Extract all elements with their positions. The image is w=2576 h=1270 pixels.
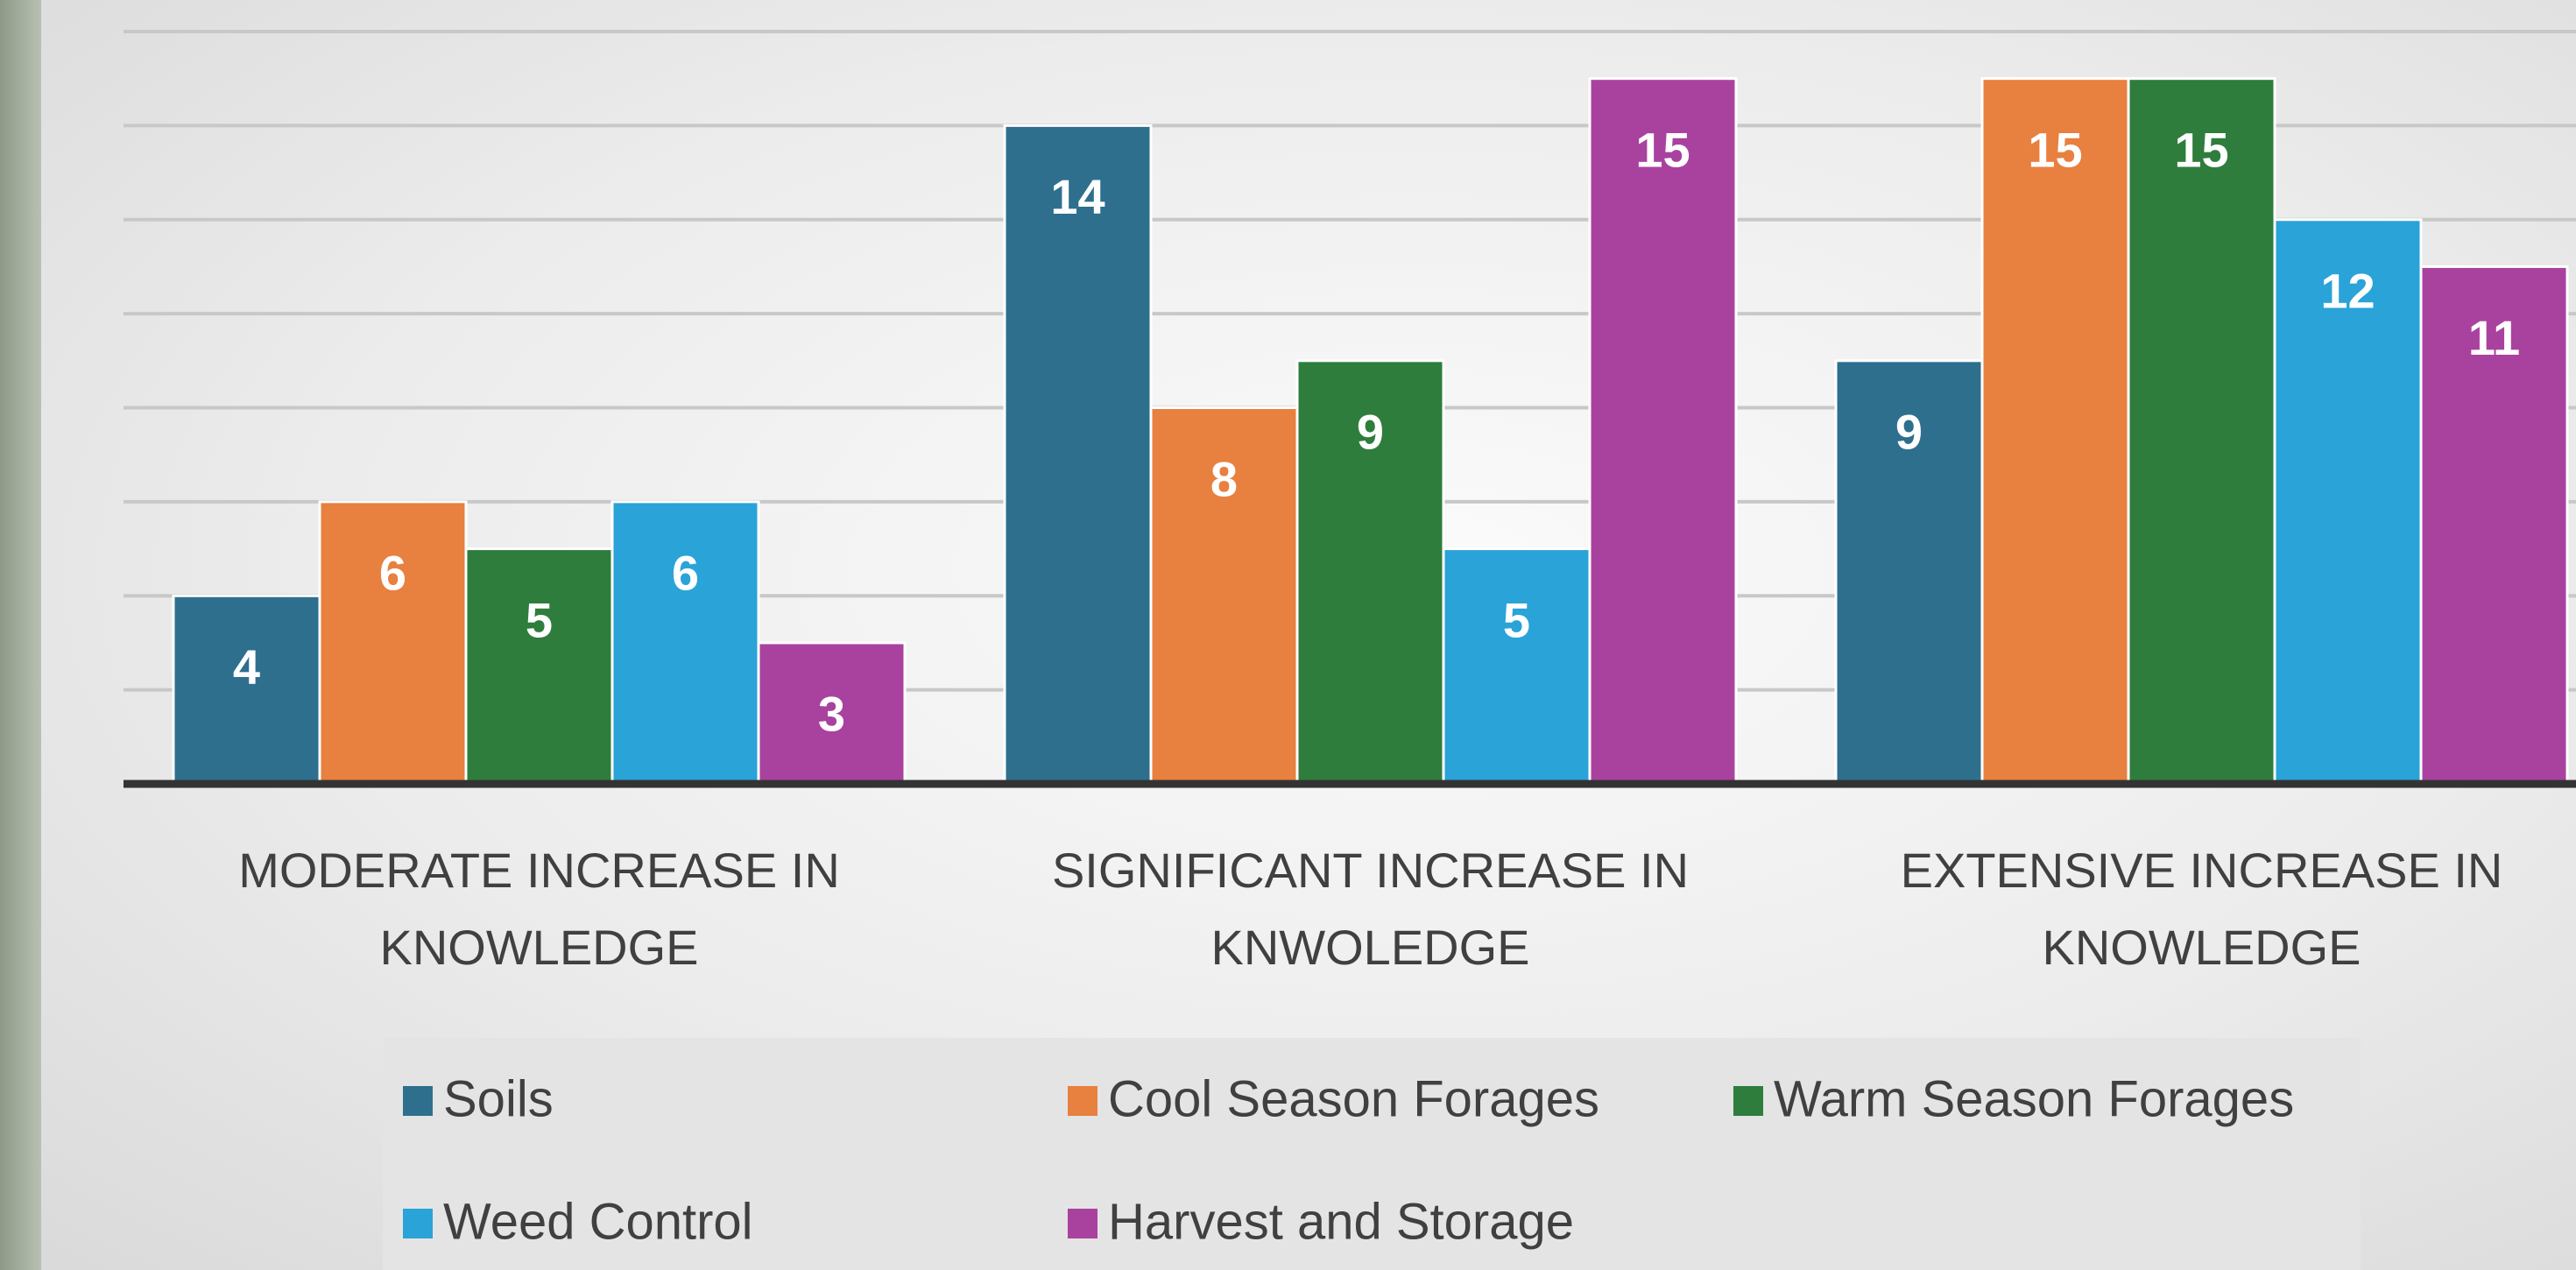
bar	[1590, 79, 1736, 784]
side-photo	[0, 0, 41, 1270]
data-label: 6	[379, 546, 406, 601]
chart: 4 6 5 6 3 14 8 9 5 15 9 15 15 12 11 Soils Cool Season Fo…	[0, 0, 2576, 1270]
bar	[1982, 79, 2128, 784]
data-label: 5	[526, 592, 553, 647]
data-label: 12	[2320, 264, 2375, 319]
x-tick-label: EXTENSIVE INCREASE IN KNOWLEDGE	[1808, 832, 2576, 986]
legend-swatch	[1068, 1209, 1097, 1238]
data-label: 4	[233, 639, 260, 695]
legend-label: Cool Season Forages	[1108, 1070, 1599, 1127]
data-label: 5	[1503, 592, 1530, 647]
legend-label: Weed Control	[443, 1193, 753, 1250]
data-label: 11	[2468, 310, 2520, 365]
legend-label: Harvest and Storage	[1108, 1193, 1574, 1250]
legend-label: Soils	[443, 1070, 554, 1127]
legend-swatch	[403, 1209, 433, 1238]
data-label: 6	[672, 546, 699, 601]
data-label: 15	[2174, 122, 2228, 177]
legend-label: Warm Season Forages	[1774, 1070, 2294, 1127]
data-label: 15	[2028, 122, 2082, 177]
bar	[612, 502, 759, 784]
data-label: 9	[1895, 405, 1923, 460]
legend-swatch	[1733, 1086, 1763, 1116]
data-label: 15	[1635, 122, 1690, 177]
bar	[2128, 79, 2275, 784]
x-tick-label: SIGNIFICANT INCREASE IN KNWOLEDGE	[977, 832, 1765, 986]
legend-swatch	[1068, 1086, 1097, 1116]
legend-swatch	[403, 1086, 433, 1116]
page: 4 6 5 6 3 14 8 9 5 15 9 15 15 12 11 Soils Cool Season Fo…	[0, 0, 2576, 1270]
data-label: 8	[1210, 451, 1238, 506]
data-label: 3	[818, 687, 845, 742]
data-label: 9	[1357, 405, 1384, 460]
data-label: 14	[1050, 169, 1105, 224]
bar	[466, 549, 612, 784]
bar	[320, 502, 466, 784]
x-tick-label: MODERATE INCREASE IN KNOWLEDGE	[145, 832, 934, 986]
bar	[1443, 549, 1590, 784]
